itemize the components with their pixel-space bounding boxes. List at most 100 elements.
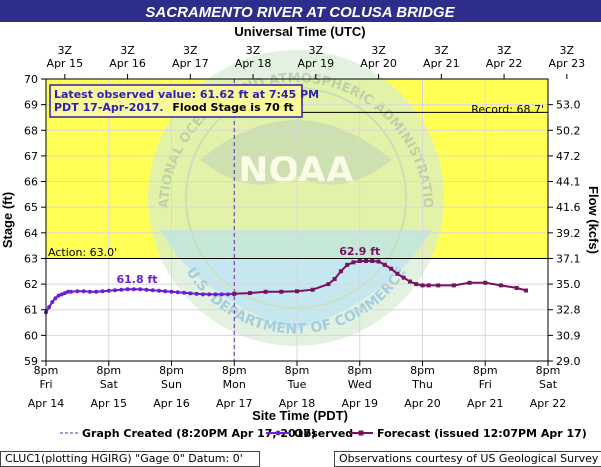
bottom-tick-date: Apr 14 (28, 397, 65, 410)
y-tick-label: 64 (24, 227, 38, 240)
y-tick-label: 59 (24, 355, 38, 368)
top-tick-date: Apr 17 (172, 57, 209, 70)
y2-tick-label: 35.0 (556, 278, 581, 291)
bottom-tick-time: 8pm (34, 364, 59, 377)
forecast-point (310, 287, 315, 292)
observed-point (75, 289, 80, 294)
observed-point (50, 300, 55, 305)
title-bar (0, 0, 601, 22)
observed-point (59, 292, 64, 297)
bottom-tick-day: Fri (39, 378, 52, 391)
bottom-tick-day: Sat (100, 378, 119, 391)
bottom-tick-date: Apr 15 (90, 397, 127, 410)
observed-point (175, 290, 180, 295)
info-flood-stage: Flood Stage is 70 ft (172, 101, 293, 114)
observed-point (56, 293, 61, 298)
observed-point (119, 287, 124, 292)
top-tick-date: Apr 23 (549, 57, 586, 70)
y-tick-label: 67 (24, 150, 38, 163)
forecast-point (407, 279, 412, 284)
y-tick-label: 61 (24, 304, 38, 317)
y-tick-label: 65 (24, 201, 38, 214)
forecast-point (524, 288, 529, 293)
legend-observed-label: Observed (294, 427, 353, 440)
bottom-tick-time: 8pm (159, 364, 184, 377)
legend: Graph Created (8:20PM Apr 17, 2017) Obse… (60, 427, 587, 440)
bottom-tick-day: Mon (223, 378, 246, 391)
observed-point (200, 292, 205, 297)
observed-point (113, 288, 118, 293)
bottom-tick-time: 8pm (536, 364, 561, 377)
top-tick-time: 3Z (497, 44, 512, 57)
bottom-tick-date: Apr 22 (530, 397, 567, 410)
y-tick-label: 66 (24, 176, 38, 189)
y2-tick-label: 41.6 (556, 201, 581, 214)
observed-point (47, 305, 52, 310)
bottom-tick-day: Sun (161, 378, 182, 391)
top-tick-time: 3Z (371, 44, 386, 57)
top-tick-date: Apr 16 (109, 57, 146, 70)
observed-point (87, 289, 92, 294)
y2-tick-label: 29.0 (556, 355, 581, 368)
top-tick-time: 3Z (560, 44, 575, 57)
bottom-tick-date: Apr 19 (341, 397, 378, 410)
forecast-point (232, 291, 237, 296)
forecast-point (514, 285, 519, 290)
observed-point (53, 296, 58, 301)
top-tick-time: 3Z (434, 44, 449, 57)
observed-point (62, 291, 67, 296)
info-line-2: PDT 17-Apr-2017. Flood Stage is 70 ft (54, 101, 294, 114)
bottom-tick-day: Fri (479, 378, 492, 391)
latest-info-box (49, 84, 303, 118)
top-tick-time: 3Z (246, 44, 261, 57)
bottom-tick-time: 8pm (347, 364, 372, 377)
forecast-point (498, 283, 503, 288)
y2-tick-label: 30.9 (556, 329, 581, 342)
forecast-point (382, 262, 387, 267)
observed-point (182, 290, 187, 295)
y-tick-label: 60 (24, 329, 38, 342)
forecast-point (389, 266, 394, 271)
x-axis-label: Site Time (PDT) (252, 408, 348, 423)
observed-point (144, 287, 149, 292)
observed-point (163, 289, 168, 294)
forecast-point (338, 269, 343, 274)
observed-point (194, 291, 199, 296)
forecast-point (395, 271, 400, 276)
chart-title: SACRAMENTO RIVER AT COLUSA BRIDGE (145, 4, 455, 21)
y-tick-label: 70 (24, 73, 38, 86)
forecast-point (357, 259, 362, 264)
top-tick-date: Apr 22 (486, 57, 523, 70)
forecast-point (467, 280, 472, 285)
observed-point (94, 289, 99, 294)
bottom-tick-date: Apr 16 (153, 397, 190, 410)
forecast-point (351, 260, 356, 265)
forecast-point (426, 283, 431, 288)
forecast-point (263, 289, 268, 294)
top-tick-date: Apr 19 (298, 57, 335, 70)
forecast-line (234, 260, 527, 295)
observed-point (69, 289, 74, 294)
observed-point (188, 291, 193, 296)
observed-point (150, 288, 155, 293)
bottom-tick-date: Apr 21 (467, 397, 504, 410)
bottom-tick-date: Apr 18 (279, 397, 316, 410)
top-tick-date: Apr 15 (47, 57, 84, 70)
bottom-tick-time: 8pm (222, 364, 247, 377)
forecast-point (345, 262, 350, 267)
forecast-point (376, 259, 381, 264)
forecast-point (326, 282, 331, 287)
observed-point (169, 289, 174, 294)
footer-datum: CLUC1(plotting HGIRG) "Gage 0" Datum: 0' (0, 451, 260, 467)
bottom-tick-time: 8pm (473, 364, 498, 377)
info-date: PDT 17-Apr-2017. (54, 101, 164, 114)
observed-point (225, 292, 230, 297)
y-tick-label: 69 (24, 99, 38, 112)
top-tick-time: 3Z (309, 44, 324, 57)
bottom-tick-time: 8pm (410, 364, 435, 377)
forecast-point (483, 280, 488, 285)
y2-tick-label: 47.2 (556, 150, 581, 163)
forecast-point (420, 283, 425, 288)
watermark-noaa-text: NOAA (238, 150, 354, 191)
